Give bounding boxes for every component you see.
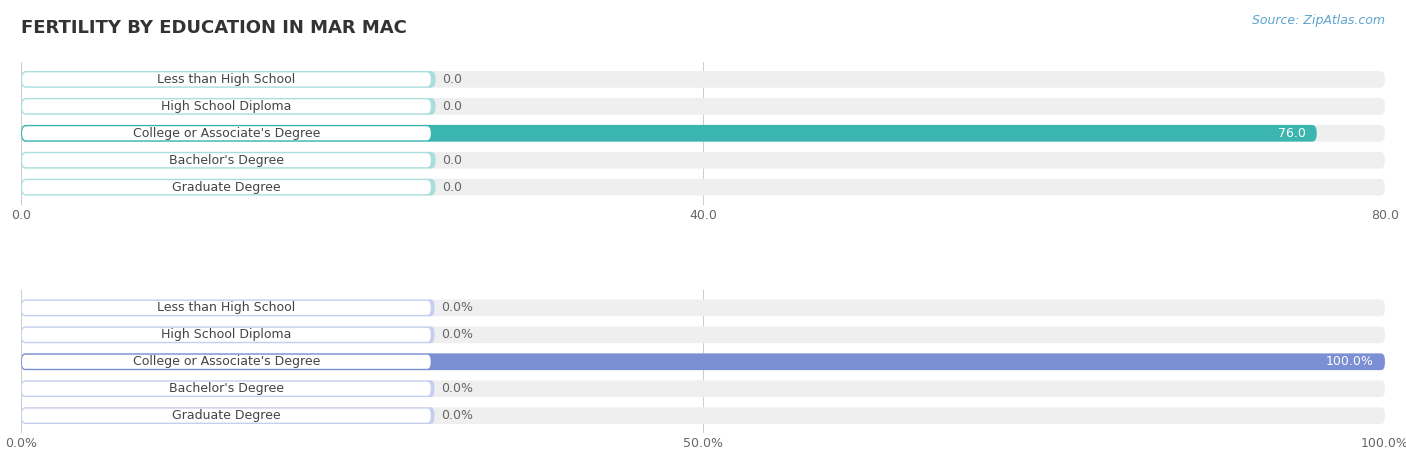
Text: FERTILITY BY EDUCATION IN MAR MAC: FERTILITY BY EDUCATION IN MAR MAC	[21, 19, 406, 37]
FancyBboxPatch shape	[21, 98, 1385, 115]
Text: 76.0: 76.0	[1278, 127, 1306, 140]
FancyBboxPatch shape	[21, 98, 436, 115]
FancyBboxPatch shape	[21, 407, 434, 424]
FancyBboxPatch shape	[21, 152, 1385, 169]
Text: 0.0%: 0.0%	[441, 301, 474, 314]
Text: Less than High School: Less than High School	[157, 73, 295, 86]
FancyBboxPatch shape	[21, 299, 1385, 316]
FancyBboxPatch shape	[21, 125, 1385, 142]
Text: 0.0: 0.0	[443, 181, 463, 194]
FancyBboxPatch shape	[22, 180, 430, 194]
FancyBboxPatch shape	[21, 353, 1385, 370]
FancyBboxPatch shape	[21, 71, 436, 88]
Text: 0.0%: 0.0%	[441, 409, 474, 422]
Text: 0.0: 0.0	[443, 154, 463, 167]
FancyBboxPatch shape	[21, 407, 1385, 424]
FancyBboxPatch shape	[21, 380, 434, 397]
FancyBboxPatch shape	[22, 328, 430, 342]
FancyBboxPatch shape	[22, 355, 430, 369]
FancyBboxPatch shape	[22, 126, 430, 140]
FancyBboxPatch shape	[21, 125, 436, 142]
FancyBboxPatch shape	[21, 299, 434, 316]
FancyBboxPatch shape	[21, 179, 1385, 196]
FancyBboxPatch shape	[21, 353, 434, 370]
FancyBboxPatch shape	[21, 380, 1385, 397]
Text: 100.0%: 100.0%	[1326, 355, 1374, 368]
FancyBboxPatch shape	[21, 71, 1385, 88]
Text: Graduate Degree: Graduate Degree	[172, 409, 281, 422]
FancyBboxPatch shape	[22, 301, 430, 315]
FancyBboxPatch shape	[22, 99, 430, 113]
Text: 0.0: 0.0	[443, 100, 463, 113]
Text: High School Diploma: High School Diploma	[162, 328, 291, 341]
Text: 0.0%: 0.0%	[441, 382, 474, 395]
FancyBboxPatch shape	[22, 72, 430, 87]
FancyBboxPatch shape	[21, 125, 1317, 142]
FancyBboxPatch shape	[21, 327, 1385, 343]
Text: 0.0%: 0.0%	[441, 328, 474, 341]
FancyBboxPatch shape	[21, 179, 436, 196]
FancyBboxPatch shape	[21, 353, 1385, 370]
Text: College or Associate's Degree: College or Associate's Degree	[132, 127, 321, 140]
Text: College or Associate's Degree: College or Associate's Degree	[132, 355, 321, 368]
FancyBboxPatch shape	[22, 153, 430, 167]
FancyBboxPatch shape	[21, 327, 434, 343]
Text: High School Diploma: High School Diploma	[162, 100, 291, 113]
Text: 0.0: 0.0	[443, 73, 463, 86]
Text: Bachelor's Degree: Bachelor's Degree	[169, 154, 284, 167]
Text: Source: ZipAtlas.com: Source: ZipAtlas.com	[1251, 14, 1385, 27]
Text: Bachelor's Degree: Bachelor's Degree	[169, 382, 284, 395]
FancyBboxPatch shape	[22, 408, 430, 423]
FancyBboxPatch shape	[21, 152, 436, 169]
Text: Graduate Degree: Graduate Degree	[172, 181, 281, 194]
FancyBboxPatch shape	[22, 382, 430, 396]
Text: Less than High School: Less than High School	[157, 301, 295, 314]
